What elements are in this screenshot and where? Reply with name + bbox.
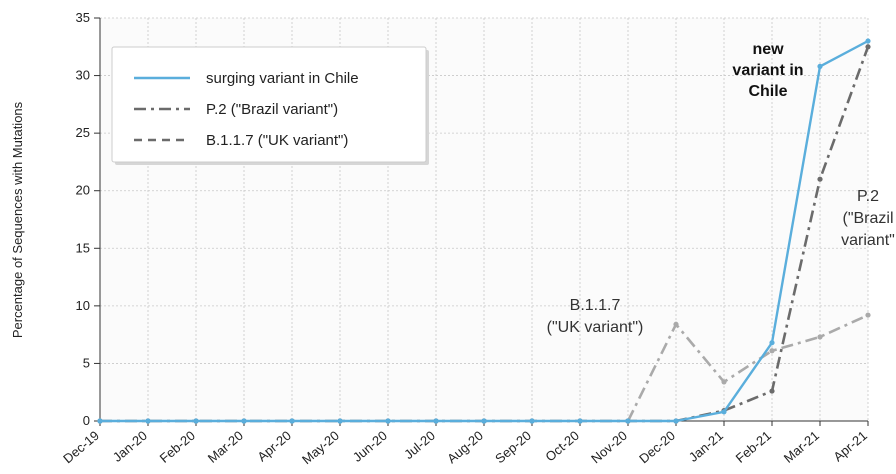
x-tick-label: Jan-20	[110, 428, 150, 465]
annotation-text: B.1.1.7	[570, 297, 621, 314]
y-tick-label: 5	[83, 355, 90, 370]
x-tick-label: Aug-20	[444, 428, 486, 466]
series-line	[626, 313, 869, 422]
series-lines	[97, 38, 871, 424]
data-point	[721, 379, 727, 385]
data-point	[241, 418, 247, 424]
annotations: new variant in Chile P.2 ("Brazil variant" B.1…	[547, 41, 895, 336]
data-point	[97, 418, 103, 424]
data-point	[481, 418, 487, 424]
data-point	[625, 418, 631, 424]
legend-label: P.2 ("Brazil variant")	[206, 101, 338, 118]
data-point	[673, 418, 679, 424]
x-tick-label: Apr-21	[830, 428, 870, 465]
x-tick-label: Sep-20	[492, 428, 534, 466]
x-tick-label: Apr-20	[254, 428, 294, 465]
data-point	[529, 418, 535, 424]
x-tick-label: Jan-21	[686, 428, 726, 465]
y-axis-label: Percentage of Sequences with Mutations	[10, 101, 25, 338]
data-point	[817, 176, 823, 182]
x-tick-label: Dec-20	[636, 428, 678, 466]
annotation-text: Chile	[748, 83, 787, 100]
legend-label: B.1.1.7 ("UK variant")	[206, 132, 348, 149]
data-point	[865, 44, 871, 50]
y-tick-label: 25	[76, 125, 90, 140]
x-tick-label: Mar-21	[781, 428, 822, 466]
data-point	[433, 418, 439, 424]
y-tick-label: 10	[76, 298, 90, 313]
y-tick-label: 0	[83, 413, 90, 428]
data-point	[673, 321, 679, 327]
annotation-text: new	[752, 41, 784, 58]
legend-label: surging variant in Chile	[206, 70, 359, 87]
data-point	[769, 388, 775, 394]
annotation-text: P.2	[857, 188, 879, 205]
x-tick-label: Feb-21	[733, 428, 774, 466]
data-point	[817, 334, 823, 340]
legend-box	[111, 46, 427, 163]
data-point	[865, 312, 871, 318]
data-point	[193, 418, 199, 424]
annotation-text: variant"	[841, 232, 895, 249]
data-point	[577, 418, 583, 424]
legend: surging variant in Chile P.2 ("Brazil var…	[111, 46, 429, 165]
x-tick-label: Dec-19	[60, 428, 102, 466]
x-tick-label: Feb-20	[157, 428, 198, 466]
annotation-text: ("UK variant")	[547, 319, 644, 336]
data-point	[145, 418, 151, 424]
x-tick-label: May-20	[299, 428, 342, 467]
x-tick-label: Jun-20	[350, 428, 390, 465]
annotation-text: ("Brazil	[842, 210, 893, 227]
x-tick-label: Nov-20	[588, 428, 630, 466]
data-point	[721, 409, 727, 415]
y-tick-label: 20	[76, 183, 90, 198]
x-tick-label: Jul-20	[401, 428, 438, 462]
data-point	[865, 38, 871, 44]
data-point	[817, 63, 823, 69]
data-point	[337, 418, 343, 424]
y-tick-label: 35	[76, 10, 90, 25]
y-tick-label: 30	[76, 68, 90, 83]
data-point	[289, 418, 295, 424]
y-tick-label: 15	[76, 240, 90, 255]
x-tick-label: Mar-20	[205, 428, 246, 466]
data-point	[385, 418, 391, 424]
annotation-text: variant in	[732, 62, 803, 79]
data-point	[769, 348, 775, 354]
x-tick-label: Oct-20	[542, 428, 582, 465]
data-point	[769, 340, 775, 346]
